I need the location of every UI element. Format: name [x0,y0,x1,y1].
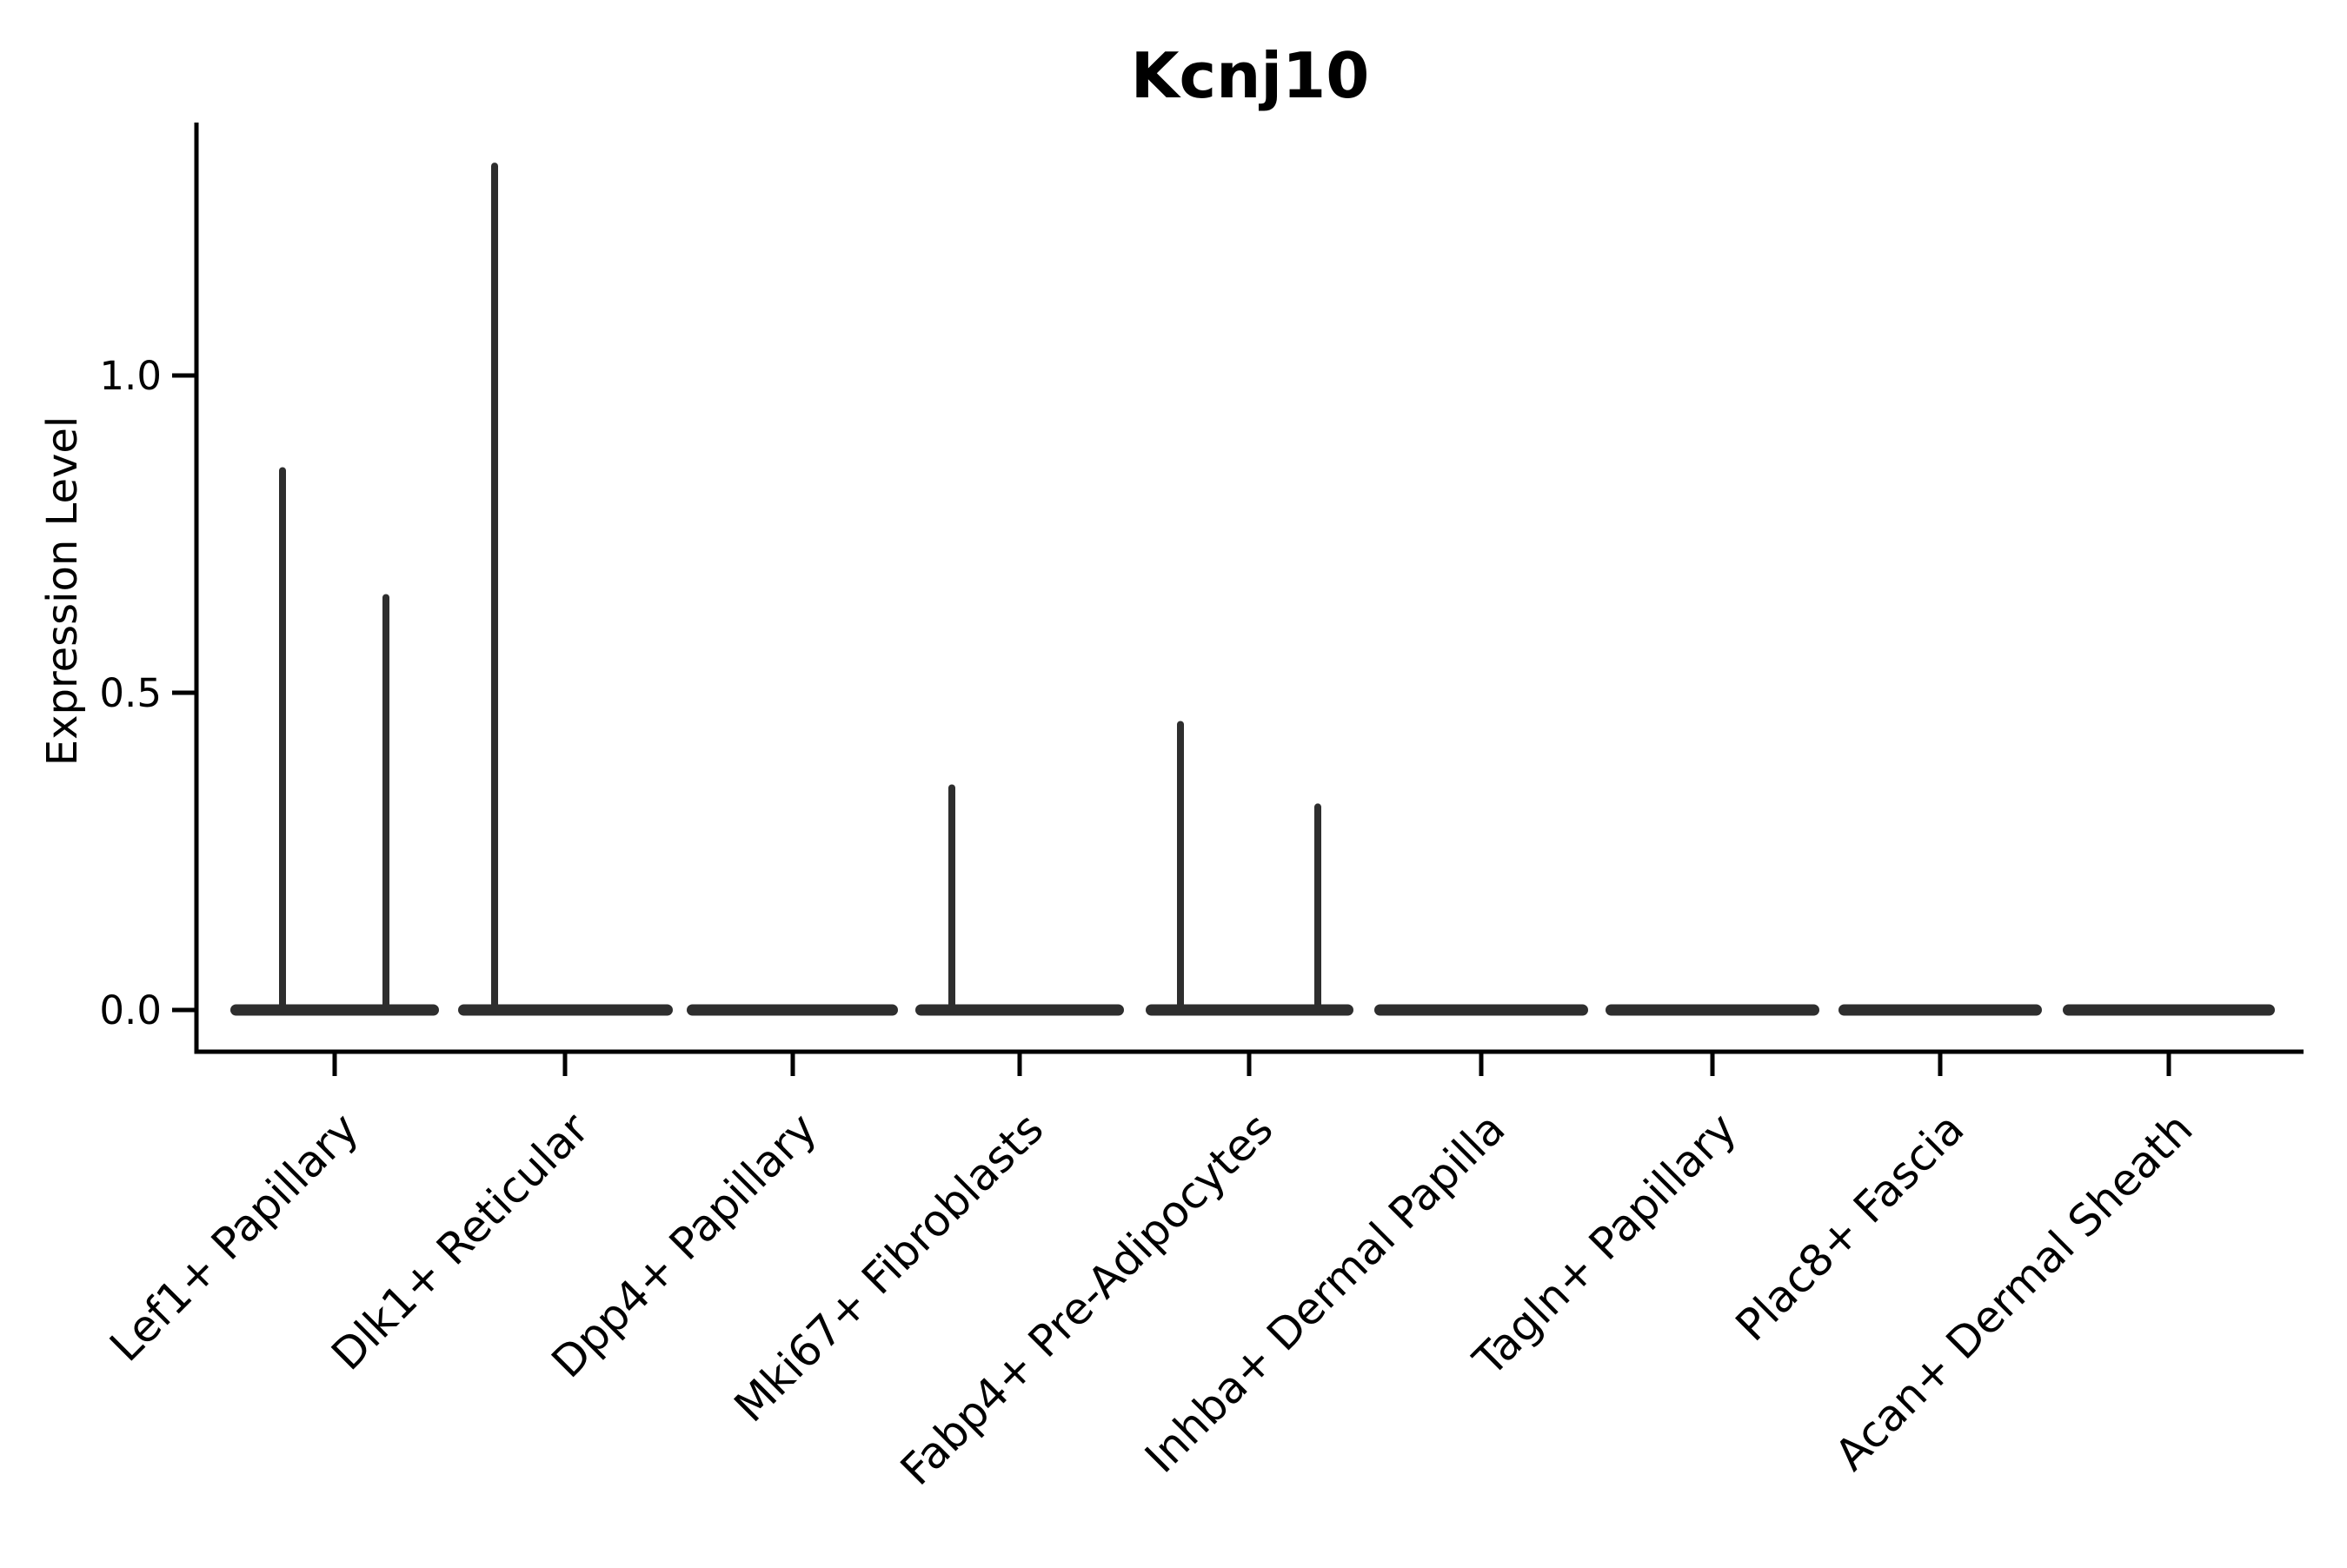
x-tick-label: Plac8+ Fascia [1726,1103,1974,1351]
violin-body [1606,1004,1819,1016]
violin-body [458,1004,673,1016]
violin-body [1146,1004,1353,1016]
violins [230,163,2275,1016]
x-tick-label: Lef1+ Papillary [100,1103,368,1371]
x-tick-label: Fabp4+ Pre-Adipocytes [891,1103,1283,1495]
violin-body [1838,1004,2042,1016]
y-axis-label: Expression Level [38,416,87,767]
y-tick-label: 0.0 [99,987,162,1033]
plot-title: Kcnj10 [1131,39,1370,112]
y-tick-label: 1.0 [99,353,162,399]
y-tick-label: 0.5 [99,670,162,716]
violin-body [1374,1004,1588,1016]
violin-body [687,1004,898,1016]
violin-body [2063,1004,2275,1016]
violin-body [230,1004,439,1016]
violin-body [915,1004,1124,1016]
